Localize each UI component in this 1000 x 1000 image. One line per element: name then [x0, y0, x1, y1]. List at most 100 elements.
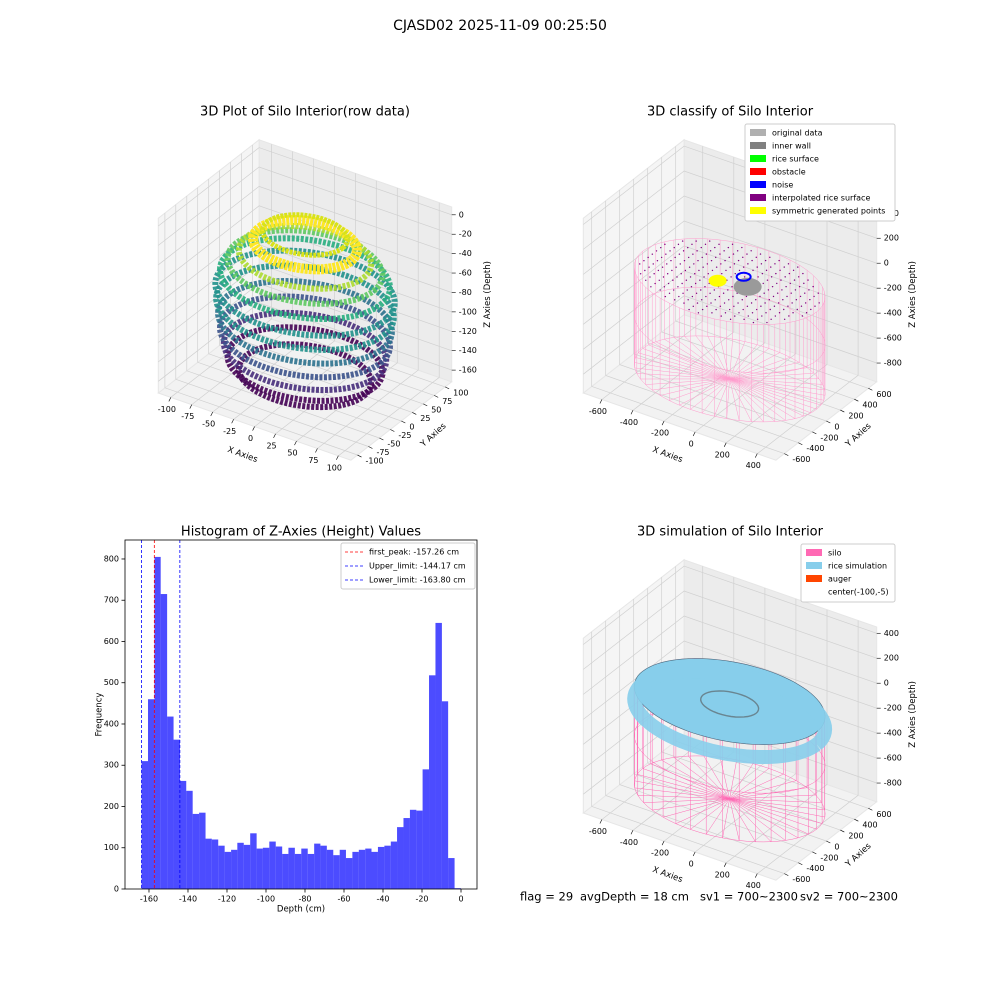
- decor-dot: [751, 259, 753, 262]
- decor-dot: [677, 243, 680, 246]
- decor-dot: [767, 289, 770, 291]
- legend-label: rice surface: [772, 155, 819, 164]
- grid-line: [591, 211, 785, 454]
- x-tick-label: -100: [257, 895, 275, 904]
- decor-dot: [742, 256, 744, 259]
- x-tick-label: -50: [202, 419, 215, 428]
- decor-dot: [799, 295, 802, 298]
- grid-line: [619, 189, 813, 433]
- y-axis-label: Y Axies: [418, 421, 449, 450]
- decor-dot: [677, 286, 679, 288]
- x-axis-label: Depth (cm): [277, 905, 325, 915]
- decor-dot: [790, 292, 792, 294]
- decor-dot: [776, 292, 779, 294]
- tick-mark: [692, 431, 696, 437]
- decor-dot: [652, 263, 654, 265]
- decor-dot: [786, 295, 788, 298]
- decor-spoke: [729, 339, 733, 379]
- tick-mark: [368, 446, 373, 449]
- decor-dot: [657, 269, 660, 272]
- grid-line: [661, 577, 855, 820]
- grid-line: [583, 615, 877, 695]
- x-tick-label: -120: [218, 895, 236, 904]
- decor-dot: [813, 295, 815, 298]
- decor-dot: [660, 246, 662, 249]
- grid-line: [632, 157, 735, 411]
- x-tick-label: -80: [298, 895, 311, 904]
- bar: [186, 790, 193, 889]
- decor-dot: [731, 286, 733, 288]
- decor-dot: [773, 305, 776, 307]
- y-tick-label: 200: [848, 412, 863, 421]
- decor-point-top: [260, 212, 350, 258]
- tick-mark: [210, 411, 213, 417]
- decor-spoke: [729, 798, 823, 824]
- grid-line: [647, 168, 841, 411]
- x-axis-label: X Axies: [651, 445, 684, 465]
- decor-spoke: [722, 798, 730, 838]
- legend-swatch: [750, 194, 766, 201]
- z-tick-label: 400: [884, 629, 899, 638]
- y-tick-label: 0: [834, 422, 839, 431]
- decor-dot: [787, 305, 789, 307]
- decor-dot: [751, 312, 754, 314]
- decor-dot: [779, 269, 781, 272]
- x-tick-label: 400: [746, 881, 761, 890]
- z-tick-label: 0: [884, 679, 889, 688]
- decor-dot: [700, 289, 702, 291]
- tick-mark: [336, 455, 339, 460]
- decor-spoke: [655, 341, 730, 380]
- bar: [243, 844, 251, 889]
- decor-spoke: [729, 787, 808, 800]
- decor-dot: [750, 250, 752, 252]
- grid-line: [663, 168, 766, 422]
- decor-spoke: [652, 798, 730, 811]
- decor-dot: [783, 308, 785, 311]
- bar: [148, 699, 155, 889]
- decor-spoke: [729, 798, 825, 811]
- decor-spoke: [642, 348, 730, 380]
- decor-dot: [649, 276, 651, 278]
- grid-line: [317, 195, 419, 449]
- tick-mark: [379, 437, 384, 441]
- bar: [301, 848, 308, 889]
- decor-dot: [775, 272, 777, 275]
- decor-dot: [686, 289, 688, 291]
- decor-dot: [761, 315, 763, 317]
- grid-line: [186, 196, 380, 439]
- bar: [377, 846, 385, 889]
- decor-dot: [774, 315, 777, 317]
- x-tick-label: -75: [181, 412, 194, 421]
- grid-line: [164, 213, 358, 456]
- decor-spoke: [675, 798, 730, 824]
- decor-dot: [727, 246, 730, 249]
- z-tick-label: -200: [884, 704, 902, 713]
- y-tick-label: 0: [114, 885, 119, 894]
- decor-dot: [655, 250, 658, 252]
- decor-dot: [729, 266, 731, 268]
- decor-dot: [733, 263, 736, 265]
- bar: [448, 858, 455, 889]
- bar: [371, 851, 378, 889]
- decor-dot: [687, 256, 690, 259]
- decor-dot: [722, 292, 725, 294]
- decor-dot: [792, 269, 795, 272]
- grid-line: [601, 146, 704, 400]
- y-tick-label: -600: [792, 875, 810, 884]
- legend-swatch: [806, 588, 822, 595]
- tick-mark: [599, 819, 603, 824]
- tick-mark: [812, 431, 817, 435]
- decor-dot: [664, 295, 667, 298]
- decor-spoke: [635, 357, 730, 380]
- decor-spoke: [663, 798, 730, 818]
- decor-dot: [699, 279, 701, 281]
- decor-spoke: [729, 378, 824, 401]
- decor-dot: [719, 253, 721, 255]
- legend-frame: [340, 542, 476, 590]
- legend-swatch: [750, 168, 766, 175]
- bar: [435, 622, 442, 889]
- decor-spoke: [729, 798, 756, 842]
- x-tick-label: 0: [689, 859, 694, 868]
- grid-line: [591, 631, 785, 874]
- decor-spoke: [660, 378, 730, 396]
